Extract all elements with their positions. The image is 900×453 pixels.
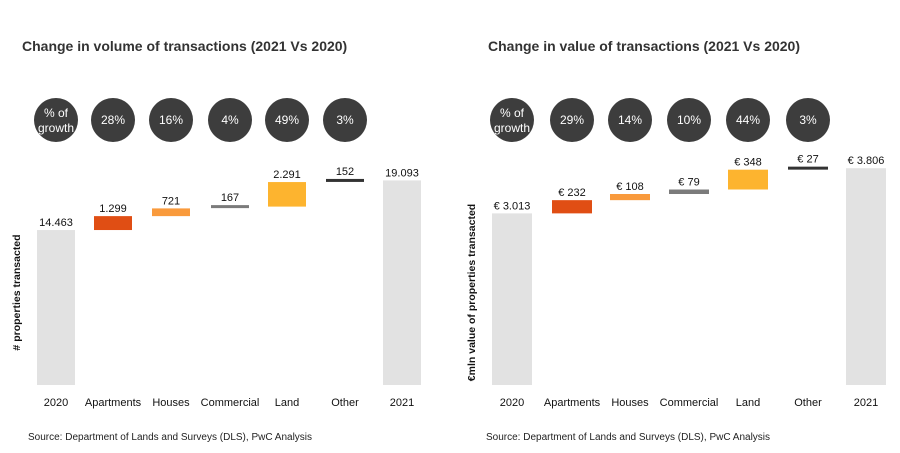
bar-2021 — [383, 180, 421, 385]
data-label: 721 — [162, 195, 180, 207]
data-label: 19.093 — [385, 167, 419, 179]
bar-land — [268, 182, 306, 207]
bar-2021 — [846, 168, 886, 385]
bar-other — [326, 178, 364, 182]
category-label: Apartments — [544, 397, 601, 409]
growth-value: 3% — [799, 113, 817, 127]
chart-title: Change in value of transactions (2021 Vs… — [488, 38, 801, 54]
growth-circle — [208, 98, 252, 142]
growth-value: 14% — [618, 113, 642, 127]
growth-value: 3% — [336, 113, 354, 127]
data-label: 1.299 — [99, 203, 127, 215]
growth-circle — [608, 98, 652, 142]
chart-value-svg: €mln value of properties transacted % ofg… — [466, 98, 886, 409]
category-label: Commercial — [201, 397, 260, 409]
category-label: Houses — [152, 397, 190, 409]
data-label: € 3.013 — [494, 200, 531, 212]
growth-circle — [550, 98, 594, 142]
bar-2020 — [37, 230, 75, 385]
data-label: € 79 — [678, 177, 699, 189]
growth-circle — [323, 98, 367, 142]
growth-value: 44% — [736, 113, 760, 127]
growth-value: 28% — [101, 113, 125, 127]
growth-value: 4% — [221, 113, 239, 127]
category-label: 2021 — [854, 397, 878, 409]
chart-panel-volume: Change in volume of transactions (2021 V… — [11, 38, 421, 443]
category-label: Commercial — [660, 397, 719, 409]
bar-commercial — [669, 189, 709, 195]
growth-header-label: growth — [38, 121, 74, 135]
data-label: € 108 — [616, 181, 644, 193]
data-label: 2.291 — [273, 169, 301, 181]
growth-circle — [149, 98, 193, 142]
data-label: 167 — [221, 192, 239, 204]
category-label: Houses — [611, 397, 649, 409]
bar-apartments — [552, 200, 592, 214]
bar-apartments — [94, 216, 132, 231]
category-label: 2021 — [390, 397, 414, 409]
growth-header-label: % of — [500, 106, 525, 120]
category-label: Apartments — [85, 397, 142, 409]
bar-houses — [610, 194, 650, 201]
category-label: 2020 — [44, 397, 68, 409]
source-note: Source: Department of Lands and Surveys … — [28, 432, 313, 443]
growth-value: 10% — [677, 113, 701, 127]
category-label: Other — [794, 397, 822, 409]
growth-value: 29% — [560, 113, 584, 127]
growth-circle — [786, 98, 830, 142]
data-label: 152 — [336, 166, 354, 178]
growth-circle — [667, 98, 711, 142]
growth-circle — [265, 98, 309, 142]
growth-header-label: growth — [494, 121, 530, 135]
growth-header-label: % of — [44, 106, 69, 120]
bar-other — [788, 166, 828, 170]
growth-circle — [91, 98, 135, 142]
growth-circle — [726, 98, 770, 142]
source-note: Source: Department of Lands and Surveys … — [486, 432, 771, 443]
category-label: Other — [331, 397, 359, 409]
growth-value: 49% — [275, 113, 299, 127]
data-label: 14.463 — [39, 217, 73, 229]
growth-header-circle — [490, 98, 534, 142]
data-label: € 3.806 — [848, 155, 885, 167]
chart-title: Change in volume of transactions (2021 V… — [22, 38, 348, 54]
growth-header-circle — [34, 98, 78, 142]
category-label: Land — [736, 397, 760, 409]
bar-commercial — [211, 205, 249, 209]
data-label: € 232 — [558, 187, 586, 199]
chart-panel-value: Change in value of transactions (2021 Vs… — [450, 0, 900, 453]
bar-land — [728, 169, 768, 190]
category-label: Land — [275, 397, 299, 409]
y-axis-label: €mln value of properties transacted — [466, 204, 478, 381]
growth-value: 16% — [159, 113, 183, 127]
data-label: € 27 — [797, 154, 818, 166]
bar-houses — [152, 208, 190, 217]
bar-2020 — [492, 213, 532, 385]
y-axis-label: # properties transacted — [11, 234, 23, 350]
category-label: 2020 — [500, 397, 524, 409]
data-label: € 348 — [734, 157, 762, 169]
